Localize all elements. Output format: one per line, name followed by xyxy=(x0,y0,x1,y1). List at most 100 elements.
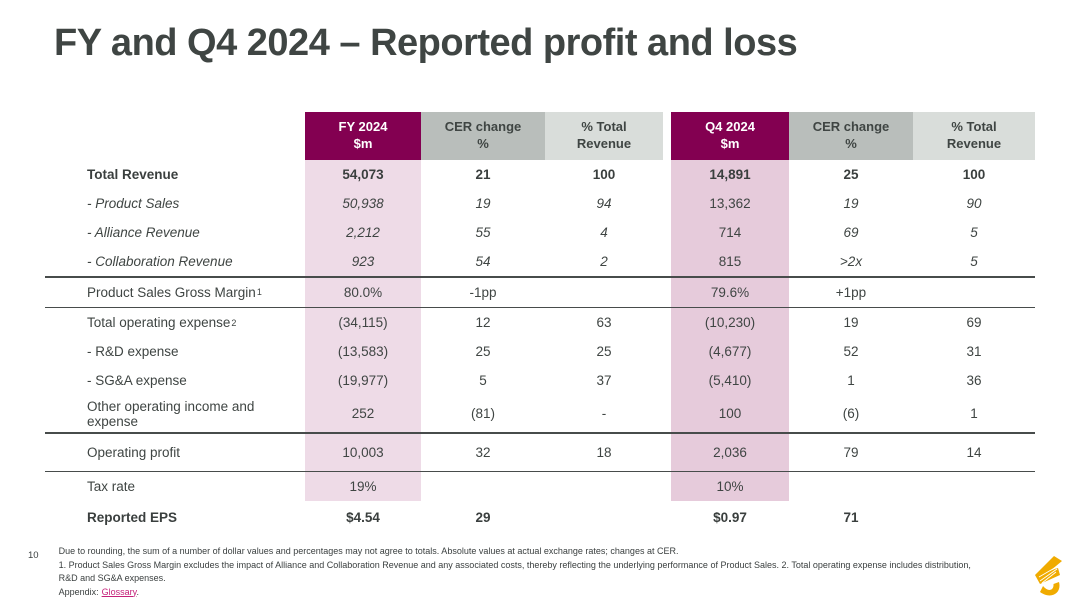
column-gap xyxy=(663,189,671,218)
appendix-period: . xyxy=(136,586,139,597)
cell-product-sales-q4-m: 13,362 xyxy=(671,189,789,218)
cell-alliance-revenue-q4-m: 714 xyxy=(671,218,789,247)
column-gap xyxy=(663,277,671,307)
cell-reported-eps-fy-rev xyxy=(545,501,663,533)
cell-sg-a-expense-fy-rev: 37 xyxy=(596,373,612,388)
cell-reported-eps-fy-cer: 29 xyxy=(475,509,491,525)
cell-total-operating-expense-fy-cer: 12 xyxy=(475,315,491,330)
cell-collaboration-revenue-q4-rev: 5 xyxy=(970,254,978,269)
cell-alliance-revenue-fy-rev: 4 xyxy=(600,225,608,240)
cell-sg-a-expense-q4-m: (5,410) xyxy=(671,366,789,395)
cell-product-sales-fy-rev: 94 xyxy=(596,196,612,211)
cell-operating-profit-q4-rev: 14 xyxy=(966,444,982,460)
cell-product-sales-gross-margin-fy-m: 80.0% xyxy=(305,277,421,307)
table-divider xyxy=(45,432,1035,434)
footnote-line-1: Due to rounding, the sum of a number of … xyxy=(58,546,679,556)
cell-operating-profit-fy-rev: 18 xyxy=(596,444,612,460)
cell-r-d-expense-fy-m: (13,583) xyxy=(305,337,421,366)
row-label-operating-profit: Operating profit xyxy=(87,444,181,460)
column-header-q4-m: Q4 2024 $m xyxy=(671,112,789,160)
column-gap xyxy=(663,366,671,395)
row-label-sg-a-expense: - SG&A expense xyxy=(87,373,187,388)
cell-reported-eps-q4-cer: 71 xyxy=(843,509,859,525)
row-label-reported-eps: Reported EPS xyxy=(87,509,178,525)
cell-total-operating-expense-q4-m: (10,230) xyxy=(671,308,789,337)
cell-operating-profit-fy-m: 10,003 xyxy=(305,433,421,471)
footnotes: Due to rounding, the sum of a number of … xyxy=(59,545,990,599)
cell-tax-rate-q4-rev xyxy=(913,472,1035,501)
cell-product-sales-fy-m: 50,938 xyxy=(305,189,421,218)
cell-tax-rate-fy-m: 19% xyxy=(305,472,421,501)
column-header-q4-cer: CER change% xyxy=(789,112,913,160)
cell-total-revenue-q4-cer: 25 xyxy=(843,167,859,182)
cell-total-revenue-fy-m: 54,073 xyxy=(305,160,421,189)
cell-tax-rate-fy-cer xyxy=(421,472,545,501)
cell-collaboration-revenue-fy-cer: 54 xyxy=(475,254,491,269)
row-label-r-d-expense: - R&D expense xyxy=(87,344,179,359)
table-divider xyxy=(45,306,1035,308)
cell-product-sales-gross-margin-fy-rev xyxy=(545,278,663,307)
glossary-link[interactable]: Glossary xyxy=(101,586,137,597)
cell-reported-eps-fy-m: $4.54 xyxy=(346,509,380,525)
cell-collaboration-revenue-q4-cer: >2x xyxy=(839,254,863,269)
cell-alliance-revenue-q4-cer: 69 xyxy=(843,225,859,240)
cell-tax-rate-q4-cer xyxy=(789,472,913,501)
cell-total-revenue-fy-cer: 21 xyxy=(475,167,491,182)
cell-total-operating-expense-q4-cer: 19 xyxy=(843,315,859,330)
cell-sg-a-expense-q4-cer: 1 xyxy=(847,373,855,388)
cell-product-sales-gross-margin-q4-cer: +1pp xyxy=(835,284,867,300)
cell-operating-profit-fy-cer: 32 xyxy=(475,444,491,460)
cell-product-sales-gross-margin-q4-m: 79.6% xyxy=(671,277,789,307)
cell-other-operating-income-and-expense-fy-m: 252 xyxy=(305,395,421,432)
column-gap xyxy=(663,395,671,432)
column-gap xyxy=(663,337,671,366)
row-label-product-sales-gross-margin: Product Sales Gross Margin 1 xyxy=(87,284,262,300)
footnote-line-2: 1. Product Sales Gross Margin excludes t… xyxy=(58,559,971,584)
cell-alliance-revenue-q4-rev: 5 xyxy=(970,225,978,240)
row-label-alliance-revenue: - Alliance Revenue xyxy=(87,225,200,240)
column-gap xyxy=(663,308,671,337)
cell-product-sales-q4-rev: 90 xyxy=(966,196,982,211)
column-gap xyxy=(663,112,671,160)
row-label-tax-rate: Tax rate xyxy=(87,479,136,494)
footer: 10 Due to rounding, the sum of a number … xyxy=(28,545,990,599)
cell-r-d-expense-fy-cer: 25 xyxy=(475,344,491,359)
cell-other-operating-income-and-expense-fy-rev: - xyxy=(601,406,607,421)
cell-alliance-revenue-fy-cer: 55 xyxy=(475,225,491,240)
cell-collaboration-revenue-q4-m: 815 xyxy=(671,247,789,276)
row-label-collaboration-revenue: - Collaboration Revenue xyxy=(87,254,233,269)
cell-total-operating-expense-q4-rev: 69 xyxy=(966,315,982,330)
cell-r-d-expense-q4-rev: 31 xyxy=(966,344,982,359)
cell-reported-eps-q4-rev xyxy=(913,501,1035,533)
cell-total-operating-expense-fy-rev: 63 xyxy=(596,315,612,330)
profit-loss-table: FY 2024 $m CER change%% Total Revenue Q4 202… xyxy=(45,112,1035,533)
cell-operating-profit-q4-m: 2,036 xyxy=(671,433,789,471)
cell-other-operating-income-and-expense-q4-cer: (6) xyxy=(842,406,860,421)
cell-reported-eps-q4-m: $0.97 xyxy=(713,509,747,525)
row-label-product-sales: - Product Sales xyxy=(87,196,180,211)
table-corner xyxy=(45,112,305,160)
page-title: FY and Q4 2024 – Reported profit and los… xyxy=(54,22,798,64)
column-gap xyxy=(663,247,671,276)
cell-tax-rate-q4-m: 10% xyxy=(671,472,789,501)
cell-operating-profit-q4-cer: 79 xyxy=(843,444,859,460)
column-header-fy-rev: % Total Revenue xyxy=(545,112,663,160)
column-gap xyxy=(663,433,671,471)
cell-other-operating-income-and-expense-fy-cer: (81) xyxy=(470,406,495,421)
cell-product-sales-fy-cer: 19 xyxy=(475,196,491,211)
cell-r-d-expense-fy-rev: 25 xyxy=(596,344,612,359)
column-gap xyxy=(663,160,671,189)
cell-alliance-revenue-fy-m: 2,212 xyxy=(305,218,421,247)
column-header-fy-cer: CER change% xyxy=(421,112,545,160)
row-label-total-revenue: Total Revenue xyxy=(87,167,179,182)
cell-sg-a-expense-q4-rev: 36 xyxy=(966,373,982,388)
astrazeneca-logo xyxy=(1035,556,1062,596)
table-divider xyxy=(45,470,1035,472)
row-label-total-operating-expense: Total operating expense 2 xyxy=(87,315,237,330)
column-header-fy-m: FY 2024 $m xyxy=(305,112,421,160)
cell-sg-a-expense-fy-cer: 5 xyxy=(479,373,487,388)
column-header-q4-rev: % Total Revenue xyxy=(913,112,1035,160)
cell-total-revenue-fy-rev: 100 xyxy=(592,167,616,182)
footnote-appendix: Appendix: Glossary. xyxy=(59,586,990,600)
